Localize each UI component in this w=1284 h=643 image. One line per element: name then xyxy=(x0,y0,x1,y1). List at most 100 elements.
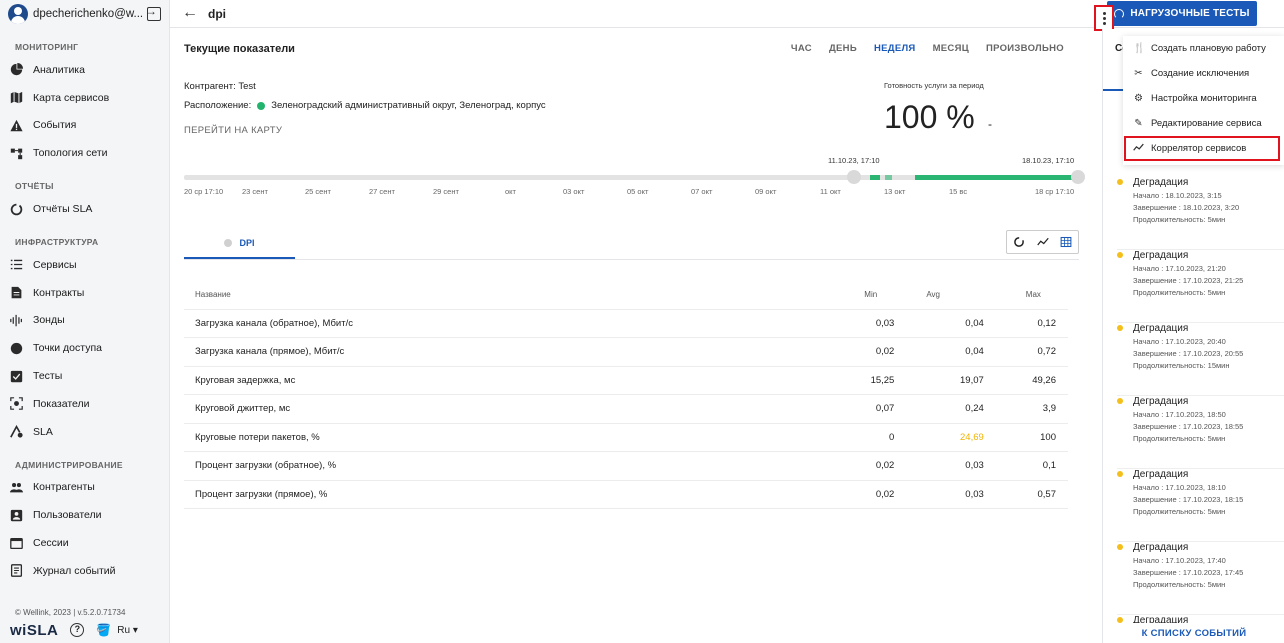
period-tab-hour[interactable]: ЧАС xyxy=(790,43,812,54)
version-footer: © Wellink, 2023 | v.5.2.0.71734 xyxy=(15,608,126,617)
event-duration: Продолжительность: 5мин xyxy=(1133,215,1226,224)
period-tab-month[interactable]: МЕСЯЦ xyxy=(932,43,969,54)
sidebar-item-tests[interactable]: Тесты xyxy=(0,362,169,390)
events-panel-tab-indicator xyxy=(1103,89,1123,91)
go-to-map-link[interactable]: ПЕРЕЙТИ НА КАРТУ xyxy=(184,125,283,136)
event-item[interactable]: Деградация Начало : 17.10.2023, 20:40 За… xyxy=(1117,323,1284,396)
group-icon xyxy=(10,481,23,494)
sidebar-item-services[interactable]: Сервисы xyxy=(0,251,169,279)
timeline-tick: окт xyxy=(505,187,516,196)
menu-item-label: Редактирование сервиса xyxy=(1151,118,1262,129)
sidebar-item-service-map[interactable]: Карта сервисов xyxy=(0,84,169,112)
column-header-avg[interactable]: Avg xyxy=(926,290,940,300)
help-icon[interactable]: ? xyxy=(70,623,85,637)
cell-max: 49,26 xyxy=(983,365,1068,395)
event-item[interactable]: Деградация Начало : 18.10.2023, 3:15 Зав… xyxy=(1117,177,1284,250)
event-item[interactable]: Деградация Начало : 17.10.2023, 18:10 За… xyxy=(1117,469,1284,542)
sidebar-item-access-points[interactable]: Точки доступа xyxy=(0,334,169,362)
table-row[interactable]: Процент загрузки (обратное), % 0,02 0,03… xyxy=(184,451,1068,480)
cell-max: 100 xyxy=(983,422,1068,452)
topology-icon xyxy=(10,147,23,160)
period-tab-custom[interactable]: ПРОИЗВОЛЬНО xyxy=(985,43,1064,54)
sidebar-item-event-log[interactable]: Журнал событий xyxy=(0,557,169,585)
event-item[interactable]: Деградация xyxy=(1117,615,1284,635)
menu-item-monitoring-settings[interactable]: ⚙ Настройка мониторинга xyxy=(1123,86,1284,111)
event-end: Завершение : 17.10.2023, 21:25 xyxy=(1133,276,1244,285)
readiness-label: Готовность услуги за период xyxy=(884,81,984,90)
refresh-icon[interactable] xyxy=(1007,231,1031,253)
location-value: Зеленоградский административный округ, З… xyxy=(271,100,546,111)
to-events-list-button[interactable]: К СПИСКУ СОБЫТИЙ xyxy=(1103,623,1284,643)
period-tab-week[interactable]: НЕДЕЛЯ xyxy=(873,43,916,54)
timeline-availability-segment xyxy=(915,175,1073,180)
column-header-name[interactable]: Название xyxy=(195,290,231,300)
table-view-icon[interactable] xyxy=(1054,231,1078,253)
sidebar-item-contracts[interactable]: Контракты xyxy=(0,279,169,307)
event-item[interactable]: Деградация Начало : 17.10.2023, 18:50 За… xyxy=(1117,396,1284,469)
column-header-min[interactable]: Min xyxy=(864,290,878,300)
cell-avg-warning: 24,69 xyxy=(894,422,984,452)
timeline-tick: 03 окт xyxy=(563,187,585,196)
status-dot-icon xyxy=(257,101,266,110)
table-row[interactable]: Круговая задержка, мс 15,25 19,07 49,26 xyxy=(184,365,1068,395)
menu-item-edit-service[interactable]: ✎ Редактирование сервиса xyxy=(1123,111,1284,136)
sidebar-item-contractors[interactable]: Контрагенты xyxy=(0,474,169,502)
table-row[interactable]: Круговой джиттер, мс 0,07 0,24 3,9 xyxy=(184,394,1068,423)
timeline-end-handle[interactable] xyxy=(1071,170,1085,184)
timeline-start-handle[interactable] xyxy=(847,170,861,184)
menu-item-create-planned-work[interactable]: 🍴 Создать плановую работу xyxy=(1123,36,1284,61)
menu-item-service-correlator[interactable]: Коррелятор сервисов xyxy=(1124,136,1280,161)
table-row[interactable]: Процент загрузки (прямое), % 0,02 0,03 0… xyxy=(184,479,1068,509)
language-select[interactable]: Ru ▾ xyxy=(117,624,138,636)
line-chart-icon[interactable] xyxy=(1031,231,1055,253)
timeline-tick: 29 сент xyxy=(433,187,459,196)
user-name[interactable]: dpecherichenko@w... xyxy=(33,8,143,20)
sidebar-item-label: Топология сети xyxy=(33,147,108,160)
sidebar-item-users[interactable]: Пользователи xyxy=(0,501,169,529)
pie-chart-icon xyxy=(10,63,23,76)
back-arrow-icon[interactable]: ← xyxy=(182,4,198,21)
sidebar-item-sla[interactable]: SLA xyxy=(0,418,169,446)
contractor-info: Контрагент: Test xyxy=(184,81,256,92)
sidebar-item-analytics[interactable]: Аналитика xyxy=(0,56,169,84)
menu-item-create-exception[interactable]: ✂ Создание исключения xyxy=(1123,61,1284,86)
tab-dpi[interactable]: DPI xyxy=(184,229,295,259)
timeline-track[interactable] xyxy=(184,170,1085,184)
table-row[interactable]: Круговые потери пакетов, % 0 24,69 100 xyxy=(184,422,1068,452)
tab-divider xyxy=(184,259,1079,260)
degradation-dot-icon xyxy=(1117,252,1123,258)
paint-bucket-icon[interactable]: 🪣 xyxy=(96,623,112,637)
sidebar-item-events[interactable]: События xyxy=(0,112,169,140)
timeline-tick: 05 окт xyxy=(627,187,649,196)
sidebar-item-topology[interactable]: Топология сети xyxy=(0,139,169,167)
sidebar-item-label: Сессии xyxy=(33,537,69,550)
event-item[interactable]: Деградация Начало : 17.10.2023, 17:40 За… xyxy=(1117,542,1284,615)
sidebar-item-probes[interactable]: Зонды xyxy=(0,307,169,335)
user-row[interactable]: dpecherichenko@w... xyxy=(0,0,169,28)
column-header-max[interactable]: Max xyxy=(1025,290,1041,300)
report-cycle-icon xyxy=(10,203,23,216)
avatar[interactable] xyxy=(8,4,28,24)
sla-icon xyxy=(10,425,23,438)
event-title: Деградация xyxy=(1133,615,1189,626)
logout-icon[interactable] xyxy=(145,4,161,21)
event-title: Деградация xyxy=(1133,396,1189,407)
table-row[interactable]: Загрузка канала (обратное), Мбит/с 0,03 … xyxy=(184,308,1068,338)
load-tests-button[interactable]: НАГРУЗОЧНЫЕ ТЕСТЫ xyxy=(1107,1,1257,26)
menu-item-label: Настройка мониторинга xyxy=(1151,93,1257,104)
sidebar-item-sessions[interactable]: Сессии xyxy=(0,529,169,557)
sidebar-item-sla-reports[interactable]: Отчёты SLA xyxy=(0,195,169,223)
event-title: Деградация xyxy=(1133,250,1189,261)
event-item[interactable]: Деградация Начало : 17.10.2023, 21:20 За… xyxy=(1117,250,1284,323)
degradation-dot-icon xyxy=(1117,325,1123,331)
period-tab-day[interactable]: ДЕНЬ xyxy=(828,43,857,54)
sidebar-item-label: Сервисы xyxy=(33,258,77,271)
cell-max: 0,72 xyxy=(983,337,1068,366)
event-start: Начало : 17.10.2023, 18:50 xyxy=(1133,410,1226,419)
table-row[interactable]: Загрузка канала (прямое), Мбит/с 0,02 0,… xyxy=(184,337,1068,366)
sidebar-item-label: Пользователи xyxy=(33,509,102,522)
sidebar-item-indicators[interactable]: Показатели xyxy=(0,390,169,418)
event-start: Начало : 17.10.2023, 21:20 xyxy=(1133,264,1226,273)
more-options-icon[interactable] xyxy=(1094,5,1114,31)
cell-avg: 0,03 xyxy=(894,479,984,509)
